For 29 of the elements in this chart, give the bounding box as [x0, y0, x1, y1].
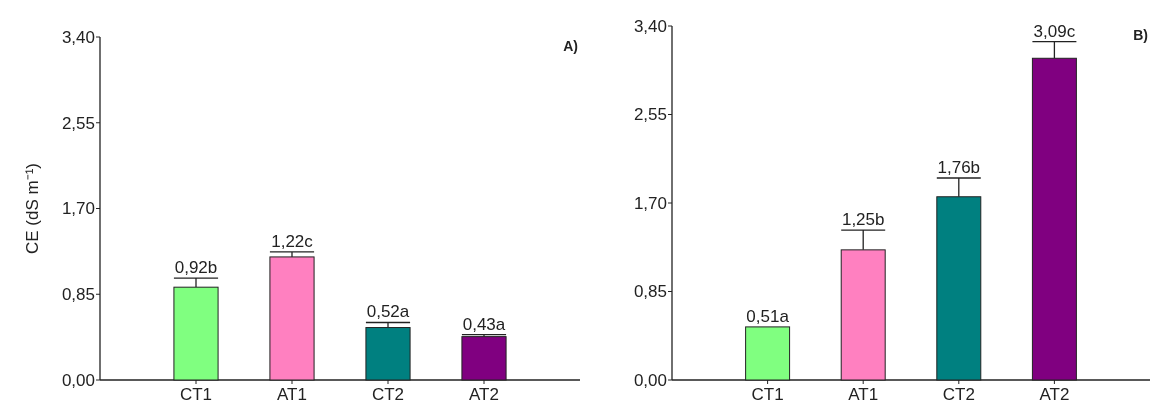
x-tick-label: CT1 [179, 385, 213, 404]
y-tick-label: 0,85 [61, 285, 95, 305]
y-tick-label: 3,40 [633, 16, 667, 36]
x-tick-label: CT1 [751, 385, 784, 404]
data-label: 0,51a [746, 306, 790, 326]
y-tick-label: 2,55 [61, 113, 95, 133]
y-tick-label: 0,00 [61, 370, 95, 390]
y-axis-title: CE (dS m⁻¹) [23, 163, 42, 254]
x-tick-label: AT1 [277, 385, 307, 404]
data-label: 3,09c [1033, 21, 1076, 41]
x-tick-label: CT2 [942, 385, 975, 404]
data-label: 1,25b [841, 210, 885, 230]
data-label: 0,43a [462, 314, 506, 334]
chart-title: A) [563, 38, 578, 54]
chart-title: B) [1133, 27, 1148, 43]
x-tick-label: AT2 [1039, 385, 1070, 404]
x-tick-label: AT2 [469, 385, 499, 404]
data-label: 0,52a [366, 302, 410, 322]
data-label: 0,92b [174, 258, 218, 278]
data-label: 1,76b [937, 158, 981, 178]
y-tick-label: 0,85 [633, 282, 667, 302]
x-tick-label: AT1 [848, 385, 879, 404]
x-tick-label: CT2 [371, 385, 405, 404]
y-tick-label: 1,70 [61, 199, 95, 219]
y-tick-label: 1,70 [633, 193, 667, 213]
data-label: 1,22c [271, 231, 314, 251]
y-tick-label: 2,55 [633, 105, 667, 125]
y-tick-label: 3,40 [61, 27, 95, 47]
y-tick-label: 0,00 [633, 370, 667, 390]
